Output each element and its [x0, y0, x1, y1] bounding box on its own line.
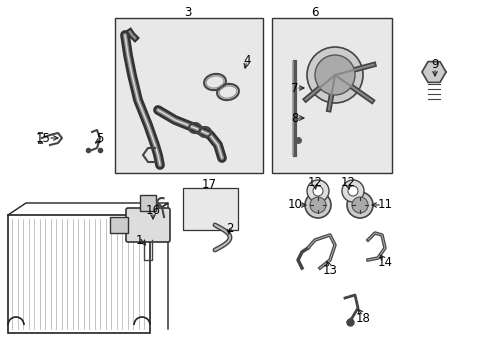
Text: 6: 6 — [311, 5, 318, 18]
Circle shape — [314, 55, 354, 95]
Text: 17: 17 — [201, 179, 216, 192]
Bar — [8, 215, 150, 333]
Bar — [183, 188, 238, 230]
Text: 4: 4 — [243, 54, 250, 67]
Circle shape — [306, 180, 328, 202]
Circle shape — [347, 186, 357, 196]
Circle shape — [346, 192, 372, 218]
Text: 18: 18 — [355, 311, 370, 324]
Text: 12: 12 — [307, 175, 322, 189]
Text: 5: 5 — [96, 131, 103, 144]
Circle shape — [341, 180, 363, 202]
Bar — [140, 195, 156, 211]
Polygon shape — [421, 62, 445, 82]
Circle shape — [309, 197, 325, 213]
Text: 11: 11 — [377, 198, 392, 211]
Circle shape — [305, 192, 330, 218]
Text: 9: 9 — [430, 58, 438, 72]
Bar — [115, 18, 263, 173]
Text: 2: 2 — [226, 221, 233, 234]
Text: 10: 10 — [287, 198, 302, 211]
Text: 15: 15 — [36, 131, 50, 144]
Text: 13: 13 — [322, 264, 337, 276]
Bar — [271, 18, 391, 173]
Text: 1: 1 — [135, 234, 142, 248]
Text: 16: 16 — [145, 203, 160, 216]
Text: 7: 7 — [291, 81, 298, 94]
Circle shape — [306, 47, 362, 103]
Text: 8: 8 — [291, 112, 298, 125]
Circle shape — [351, 197, 367, 213]
FancyBboxPatch shape — [126, 208, 170, 242]
Text: 14: 14 — [377, 256, 392, 269]
Text: 3: 3 — [184, 5, 191, 18]
Text: 12: 12 — [340, 175, 355, 189]
Circle shape — [312, 186, 323, 196]
Bar — [110, 217, 128, 233]
